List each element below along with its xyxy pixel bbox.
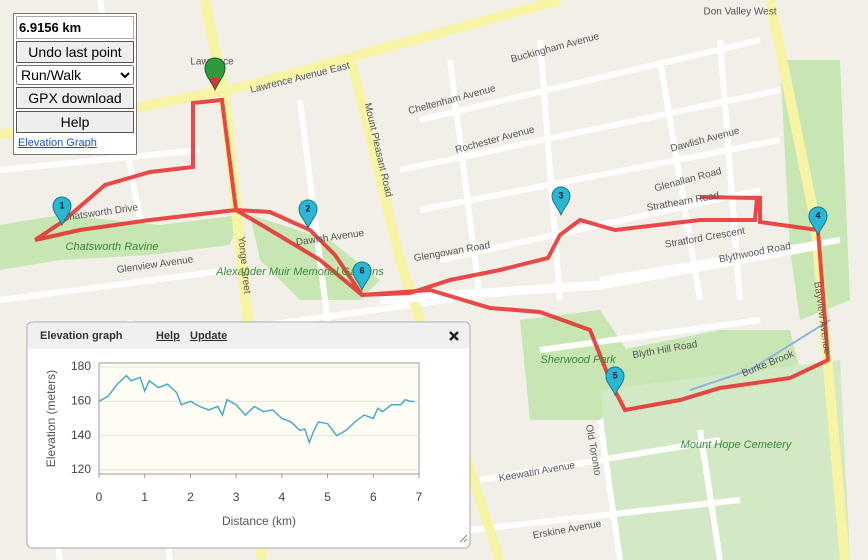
y-axis-label: Elevation (meters) <box>44 370 58 467</box>
marker-label: 4 <box>815 210 820 220</box>
marker-label: 6 <box>359 265 364 275</box>
marker-pin <box>52 196 72 227</box>
x-tick-label: 1 <box>141 490 148 504</box>
panel-update[interactable]: Update <box>190 330 227 342</box>
park <box>0 215 240 270</box>
map-label: Chatsworth Ravine <box>66 241 159 253</box>
x-tick-label: 3 <box>233 490 240 504</box>
x-tick-label: 0 <box>96 490 103 504</box>
x-tick-label: 2 <box>187 490 194 504</box>
controls: 6.9156 km Undo last point Run/Walk GPX d… <box>13 13 137 155</box>
panel-header <box>28 323 469 349</box>
cemetery <box>600 360 850 560</box>
distance: 6.9156 km <box>16 16 134 39</box>
x-axis-label: Distance (km) <box>222 514 296 528</box>
map-label: Sherwood Park <box>540 354 616 366</box>
route-marker: 5 <box>605 366 625 397</box>
elevation-link[interactable]: Elevation Graph <box>18 137 97 149</box>
marker-pin <box>352 261 372 292</box>
elevation-chart: 120 140 160 180 0 1 2 3 4 5 6 7 Distance (km) Elevati… <box>44 359 422 528</box>
start-marker <box>204 57 226 92</box>
marker-pin <box>808 206 828 237</box>
marker-label: 3 <box>558 190 563 200</box>
y-tick-label: 160 <box>71 394 91 408</box>
brook <box>689 319 831 391</box>
marker-label: 2 <box>305 203 310 213</box>
route <box>33 97 831 413</box>
map-label: Mount Hope Cemetery <box>681 439 793 451</box>
y-tick-label: 140 <box>71 428 91 442</box>
resize-handle[interactable] <box>459 534 468 543</box>
x-tick-label: 5 <box>324 490 331 504</box>
mode-select[interactable]: Run/Walk <box>16 65 134 85</box>
marker-label: 1 <box>59 200 64 210</box>
map-label: Alexander Muir Memorial Gardens <box>215 266 384 278</box>
close-icon[interactable] <box>449 331 459 341</box>
x-tick-label: 4 <box>279 490 286 504</box>
route-marker: 2 <box>298 199 318 230</box>
x-tick-label: 7 <box>416 490 423 504</box>
y-tick-label: 120 <box>71 462 91 476</box>
marker-pin <box>298 199 318 230</box>
x-tick-label: 6 <box>370 490 377 504</box>
help-button[interactable]: Help <box>16 111 134 133</box>
plot-area <box>98 362 420 475</box>
markers: 1 2 6 3 4 5 <box>52 57 828 397</box>
route-marker: 6 <box>352 261 372 292</box>
route-marker: 1 <box>52 196 72 227</box>
map-label: Don Valley West <box>704 7 777 18</box>
marker-pin <box>605 366 625 397</box>
marker-label: 5 <box>612 370 617 380</box>
route-marker: 4 <box>808 206 828 237</box>
gpx-button[interactable]: GPX download <box>16 87 134 109</box>
y-tick-label: 180 <box>71 359 91 373</box>
panel-title: Elevation graph <box>40 330 123 342</box>
panel-help[interactable]: Help <box>156 330 180 342</box>
undo-button[interactable]: Undo last point <box>16 41 134 63</box>
route-marker: 3 <box>551 186 571 217</box>
marker-pin <box>551 186 571 217</box>
elevation-line <box>98 374 415 445</box>
